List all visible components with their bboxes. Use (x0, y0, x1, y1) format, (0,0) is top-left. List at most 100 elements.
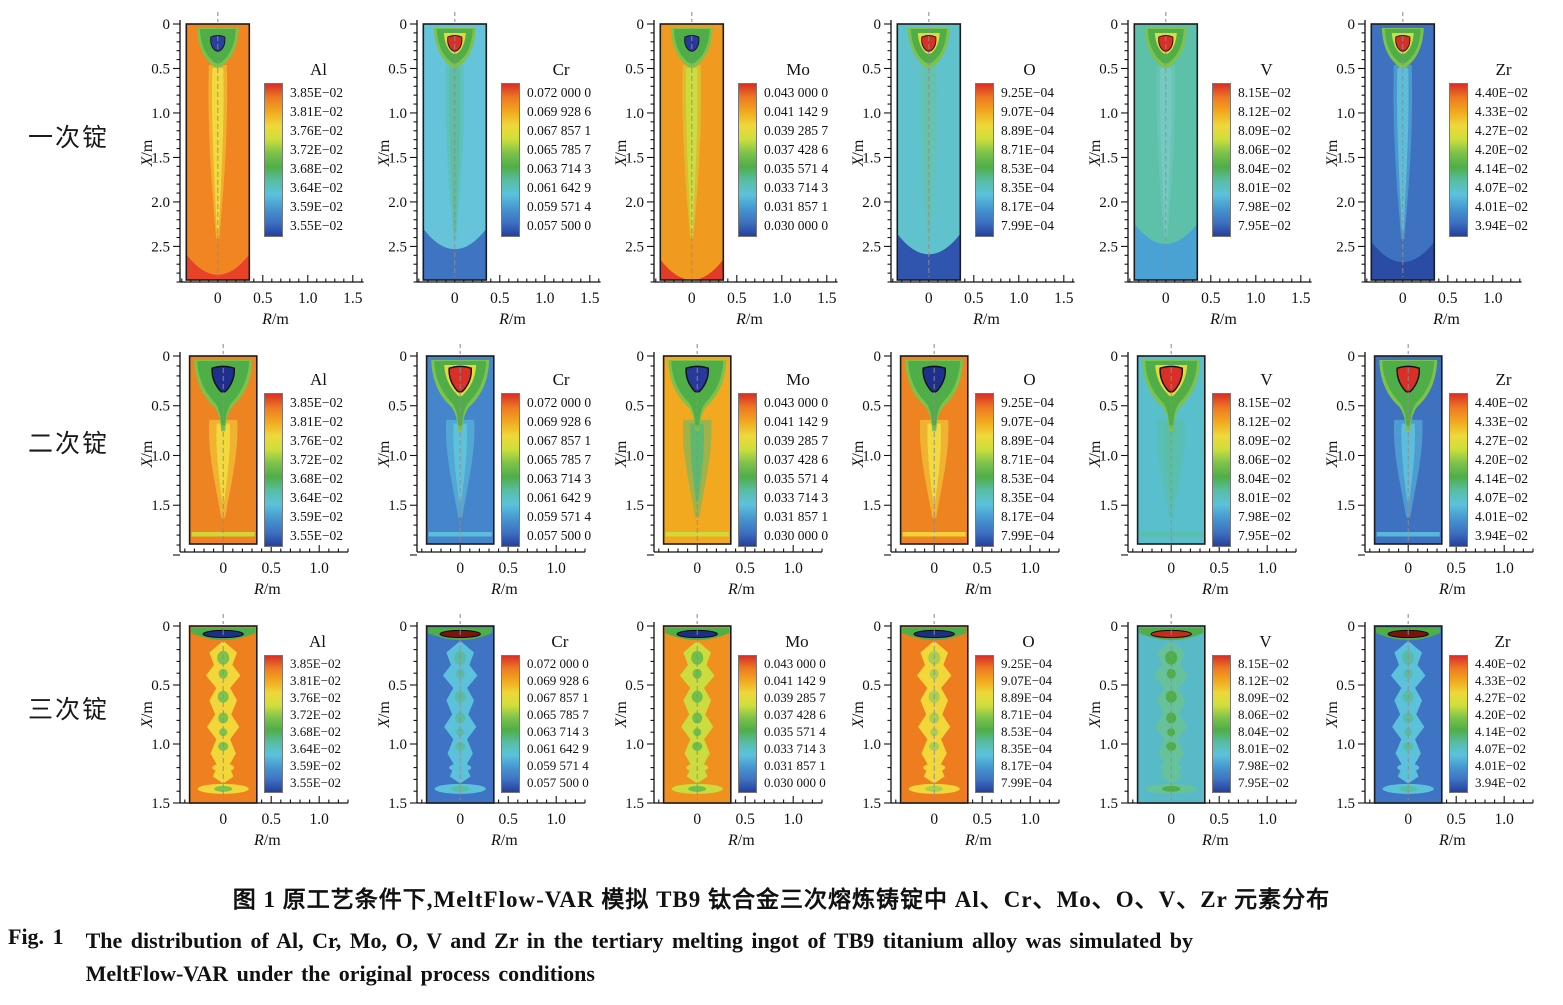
svg-text:0: 0 (456, 560, 464, 577)
colorbar (264, 393, 283, 547)
colorbar-value: 0.057 500 0 (527, 775, 589, 790)
plot-r2-Al: 0 0.5 1.0 1.5 0 0.5 1.0 R/m X/m (140, 344, 349, 598)
colorbar-value: 7.99E−04 (1001, 217, 1054, 233)
y-axis-label: X/m (377, 701, 393, 729)
svg-text:2.5: 2.5 (862, 239, 881, 255)
svg-text:0: 0 (925, 290, 933, 307)
ingot-contour-Zr (1370, 12, 1436, 281)
svg-text:0: 0 (930, 560, 938, 577)
colorbar-value: 8.71E−04 (1001, 707, 1053, 722)
axes: 0 0.5 1.0 1.5 0 0.5 1.0 R/m X/m (1325, 349, 1534, 598)
colorbar-value: 3.85E−02 (290, 84, 343, 100)
svg-text:0.5: 0.5 (1447, 811, 1467, 828)
legend-title: Al (309, 632, 327, 651)
colorbar-value: 0.063 714 3 (527, 160, 592, 176)
colorbar-value: 7.99E−04 (1001, 775, 1053, 790)
colorbar-value: 0.065 785 7 (527, 141, 592, 157)
svg-text:1.0: 1.0 (862, 448, 881, 464)
colorbar-value: 3.72E−02 (290, 707, 342, 722)
svg-text:0.5: 0.5 (1336, 399, 1355, 415)
y-axis-label: X/m (614, 139, 630, 167)
legend-title: Al (310, 370, 327, 389)
svg-text:1.5: 1.5 (625, 150, 644, 166)
svg-text:0.5: 0.5 (1438, 290, 1458, 307)
colorbar (501, 83, 520, 237)
subplot-r1-Al: 0 0.5 1.0 1.5 2.0 2.5 0 0.5 1.0 1.5 R/m X/m Al 3.85E−… (140, 8, 377, 342)
colorbar (738, 83, 757, 237)
plot-r2-V: 0 0.5 1.0 1.5 0 0.5 1.0 R/m X/m (1088, 344, 1297, 598)
legend-r3-Zr: Zr 4.40E−02 4.33E−02 4.27E−02 4.20E−02 4.14E−… (1449, 632, 1526, 793)
legend-r2-Mo: Mo 0.043 000 0 0.041 142 9 0.039 285 7 0.037… (738, 370, 828, 547)
legend-r1-Al: Al 3.85E−02 3.81E−02 3.76E−02 3.72E−02 3.68E−… (264, 60, 343, 237)
colorbar-value: 3.85E−02 (290, 656, 342, 671)
svg-text:1.5: 1.5 (1336, 150, 1355, 166)
svg-text:0.5: 0.5 (499, 811, 519, 828)
svg-text:0: 0 (163, 17, 171, 33)
svg-text:0.5: 0.5 (862, 399, 881, 415)
colorbar-value: 8.09E−02 (1238, 690, 1290, 705)
y-axis-label: X/m (1088, 440, 1104, 468)
subplot-r3-Cr: 0 0.5 1.0 1.5 0 0.5 1.0 R/m X/m Cr 0.072 000 0 0.06… (377, 612, 614, 864)
colorbar-value: 3.76E−02 (290, 690, 342, 705)
colorbar-value: 0.061 642 9 (527, 489, 592, 505)
ingot-contour-O (899, 344, 969, 545)
svg-text:0: 0 (400, 349, 408, 365)
svg-text:1.0: 1.0 (1009, 290, 1029, 307)
caption-en-text: The distribution of Al, Cr, Mo, O, V and… (86, 924, 1193, 990)
colorbar-value: 0.072 000 0 (527, 84, 592, 100)
colorbar-value: 0.065 785 7 (527, 451, 592, 467)
svg-text:0.5: 0.5 (625, 399, 644, 415)
x-axis-label: R/m (1201, 581, 1229, 598)
y-axis-label: X/m (851, 701, 867, 729)
colorbar-value: 4.27E−02 (1475, 122, 1528, 138)
axes: 0 0.5 1.0 1.5 0 0.5 1.0 R/m X/m (614, 349, 823, 598)
colorbar-value: 7.95E−02 (1238, 775, 1290, 790)
legend-title: V (1260, 60, 1273, 79)
svg-text:0.5: 0.5 (388, 678, 407, 694)
svg-text:1.0: 1.0 (310, 811, 330, 828)
colorbar (264, 655, 283, 793)
svg-text:1.0: 1.0 (1099, 448, 1118, 464)
legend-r2-Zr: Zr 4.40E−02 4.33E−02 4.27E−02 4.20E−02 4.14E−… (1449, 370, 1528, 547)
legend-title: Al (310, 60, 327, 79)
subplot-r2-Mo: 0 0.5 1.0 1.5 0 0.5 1.0 R/m X/m Mo 0.043 000 0 0.04… (614, 342, 851, 612)
axes: 0 0.5 1.0 1.5 0 0.5 1.0 R/m X/m (377, 619, 586, 849)
colorbar-value: 3.59E−02 (290, 758, 342, 773)
svg-text:1.0: 1.0 (862, 737, 881, 753)
legend-title: Zr (1494, 632, 1511, 651)
svg-text:1.5: 1.5 (151, 498, 170, 514)
svg-text:1.5: 1.5 (862, 796, 881, 812)
x-axis-label: R/m (1432, 311, 1460, 328)
caption-zh: 图 1 原工艺条件下,MeltFlow-VAR 模拟 TB9 钛合金三次熔炼铸锭… (232, 887, 1331, 912)
colorbar-value: 0.069 928 6 (527, 103, 592, 119)
svg-text:0: 0 (214, 290, 222, 307)
svg-text:1.0: 1.0 (784, 811, 804, 828)
colorbar (1449, 83, 1468, 237)
legend-r2-Al: Al 3.85E−02 3.81E−02 3.76E−02 3.72E−02 3.68E−… (264, 370, 343, 547)
colorbar-value: 0.065 785 7 (527, 707, 589, 722)
colorbar-value: 8.17E−04 (1001, 198, 1054, 214)
svg-text:2.0: 2.0 (1336, 195, 1355, 211)
legend-title: Zr (1495, 60, 1512, 79)
svg-text:0.5: 0.5 (862, 678, 881, 694)
subplot-r3-V: 0 0.5 1.0 1.5 0 0.5 1.0 R/m X/m V 8.15E−02 8.12E−02… (1088, 612, 1325, 864)
svg-text:0.5: 0.5 (151, 399, 170, 415)
ingot-contour-Mo (662, 344, 732, 545)
subplot-r1-O: 0 0.5 1.0 1.5 2.0 2.5 0 0.5 1.0 1.5 R/m X/m O 9.25E−0… (851, 8, 1088, 342)
ingot-contour-Al (185, 12, 251, 281)
colorbar-value: 9.25E−04 (1001, 394, 1054, 410)
axes: 0 0.5 1.0 1.5 0 0.5 1.0 R/m X/m (377, 349, 586, 598)
svg-text:1.0: 1.0 (772, 290, 792, 307)
colorbar-value: 3.68E−02 (290, 470, 343, 486)
ingot-contour-Al (188, 614, 258, 804)
svg-text:1.0: 1.0 (1495, 811, 1515, 828)
colorbar-value: 0.031 857 1 (764, 508, 829, 524)
colorbar-value: 3.64E−02 (290, 741, 342, 756)
colorbar-value: 0.035 571 4 (764, 160, 829, 176)
x-axis-label: R/m (964, 581, 992, 598)
svg-text:0.5: 0.5 (973, 560, 993, 577)
colorbar-value: 9.25E−04 (1001, 84, 1054, 100)
x-axis-label: R/m (490, 581, 518, 598)
colorbar-value: 0.069 928 6 (527, 673, 589, 688)
subplot-r1-Cr: 0 0.5 1.0 1.5 2.0 2.5 0 0.5 1.0 1.5 R/m X/m Cr 0.072 … (377, 8, 614, 342)
